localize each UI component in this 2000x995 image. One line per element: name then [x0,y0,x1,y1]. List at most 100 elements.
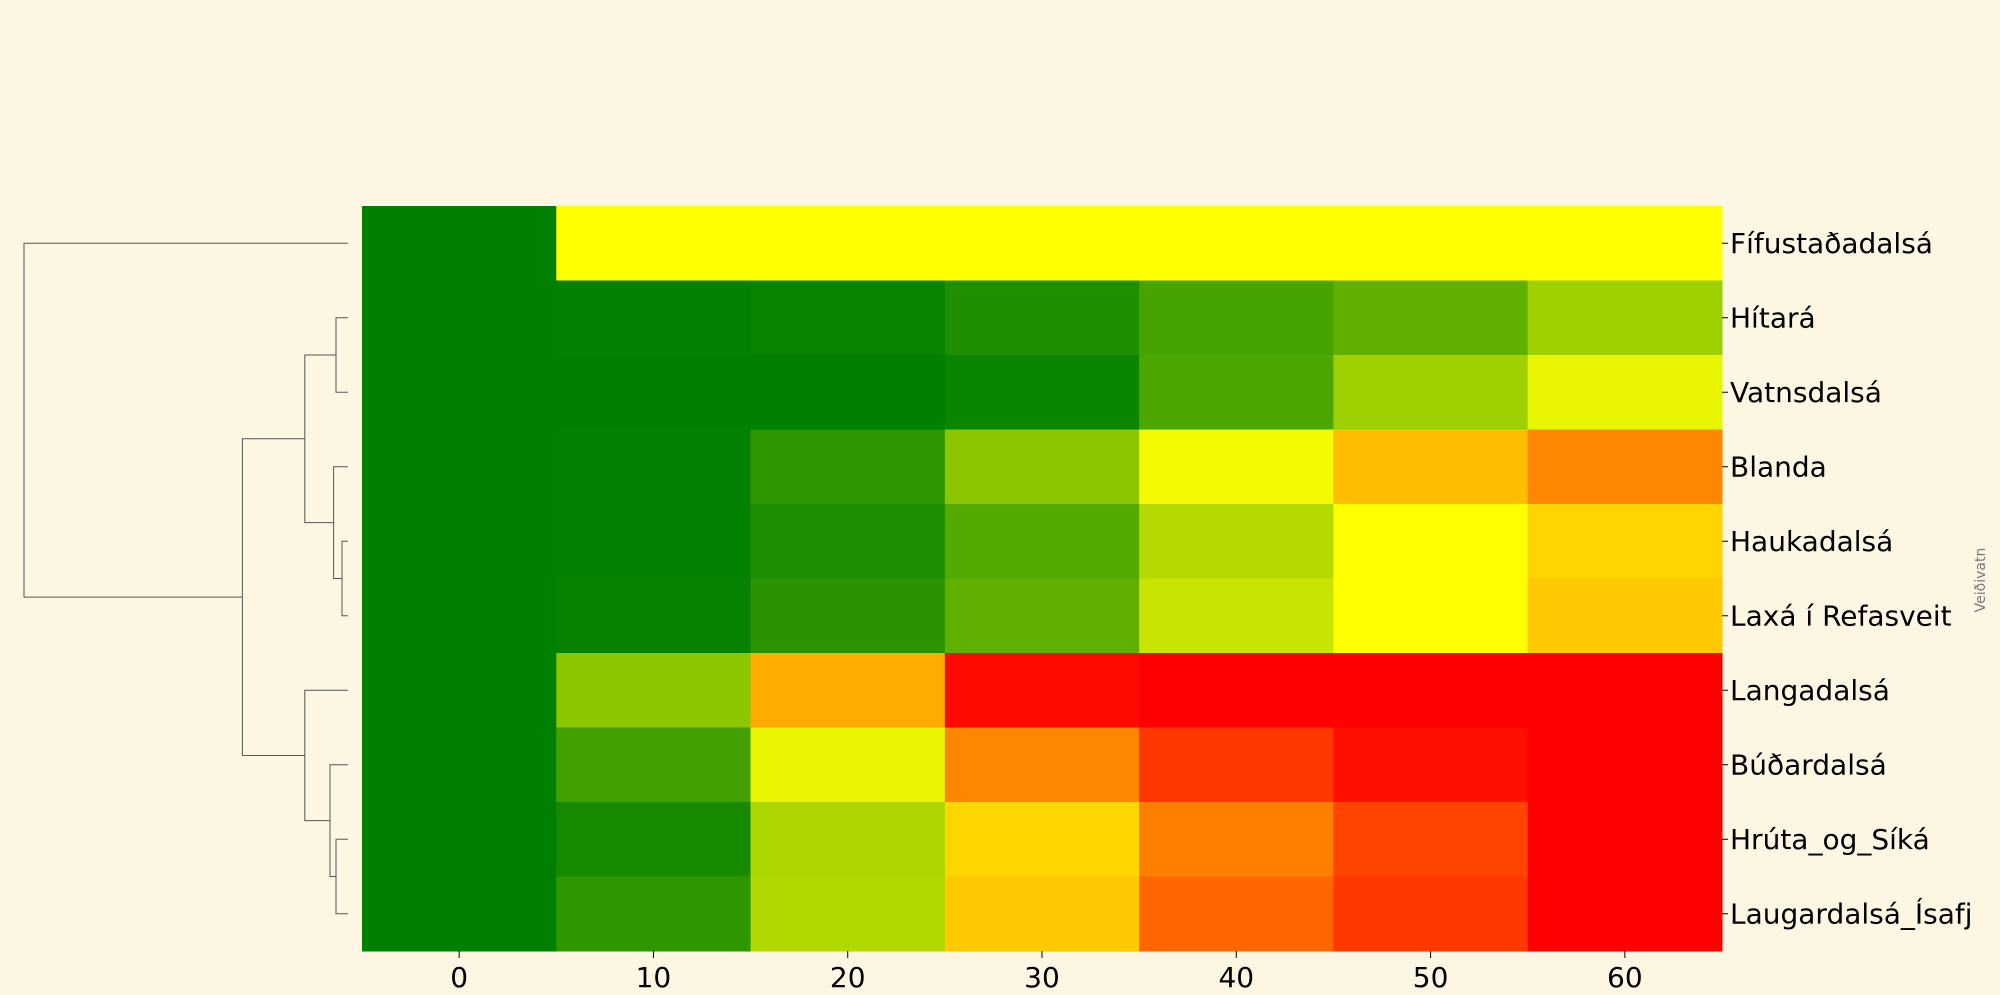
heatmap-cell [1333,578,1529,654]
heatmap-cell [556,727,752,803]
heatmap-cell [1333,727,1529,803]
row-label: Búðardalsá [1730,748,1887,781]
row-label: Haukadalsá [1730,525,1893,558]
heatmap-cell [1333,653,1529,728]
heatmap-cell [1527,876,1723,952]
row-label: Hítará [1730,301,1816,334]
row-label: Hrúta_og_Síká [1730,823,1930,856]
heatmap-cell [1333,504,1529,579]
heatmap-cell [556,429,752,505]
heatmap-cell [944,206,1140,281]
heatmap-cell [556,578,752,654]
heatmap-cell [362,653,557,728]
heatmap-cell [750,280,946,356]
row-dendrogram [23,242,348,915]
heatmap-cell [750,578,946,654]
x-tick-label: 60 [1607,961,1643,994]
heatmap-cell [1527,802,1723,877]
heatmap-cell [944,578,1140,654]
heatmap-cell [944,876,1140,952]
dendrogram-link [341,540,348,617]
heatmap-cell [1333,802,1529,877]
x-tick-label: 0 [450,961,468,994]
heatmap-cell [362,876,557,952]
heatmap-cell [1527,206,1723,281]
heatmap-cell [1333,206,1529,281]
heatmap-cell [1139,504,1334,579]
row-label: Blanda [1730,450,1827,483]
x-tick-label: 10 [636,961,672,994]
row-label: Langadalsá [1730,674,1890,707]
heatmap-cell [944,429,1140,505]
heatmap-cell [1527,578,1723,654]
dendrogram-link [335,317,348,393]
heatmap-cell [750,653,946,728]
heatmap-cell [556,206,752,281]
heatmap-cell [556,802,752,877]
heatmap-cell [556,876,752,952]
dendrogram-link [329,764,348,877]
heatmap-cell [1139,429,1334,505]
heatmap-cell [1139,727,1334,803]
heatmap-cell [1527,504,1723,579]
heatmap-cell [1139,355,1334,430]
dendrogram-link [304,689,348,822]
heatmap-cell [556,653,752,728]
row-label: Laxá í Refasveit [1730,599,1952,632]
x-tick-label: 50 [1413,961,1449,994]
heatmap-cell [1139,876,1334,952]
heatmap-cell [750,355,946,430]
row-label: Fífustaðadalsá [1730,227,1933,260]
heatmap-cell [362,802,557,877]
side-label: Veiðivatn [1973,548,1989,613]
x-tick-label: 30 [1024,961,1060,994]
heatmap-cell [1333,355,1529,430]
heatmap-cell [1333,280,1529,356]
x-axis: 0 10 20 30 40 50 60 [450,951,1643,994]
heatmap-cell [944,355,1140,430]
heatmap-cell [362,280,557,356]
heatmap-cell [1139,578,1334,654]
dendrogram-link [333,466,348,579]
heatmap-cell [1139,206,1334,281]
heatmap-cell [1527,355,1723,430]
x-tick-label: 20 [830,961,866,994]
heatmap-cell [556,355,752,430]
x-tick-label: 40 [1218,961,1254,994]
dendrogram-link [335,838,348,915]
heatmap-cell [362,355,557,430]
heatmap-cell [362,206,557,281]
heatmap-cell [556,504,752,579]
heatmap-cell [944,802,1140,877]
heatmap-cell [1527,280,1723,356]
heatmap-cell [362,504,557,579]
heatmap-cells [362,206,1723,952]
dendrogram-link [23,242,348,598]
row-label: Laugardalsá_Ísafj [1730,896,1973,930]
heatmap-cell [944,727,1140,803]
dendrogram-link [304,354,336,524]
heatmap-cell [944,504,1140,579]
heatmap-cell [1333,429,1529,505]
heatmap-cell [1333,876,1529,952]
heatmap-cell [1139,280,1334,356]
heatmap-cell [750,876,946,952]
row-label: Vatnsdalsá [1730,376,1882,409]
heatmap-cell [944,653,1140,728]
heatmap-cell [1527,653,1723,728]
heatmap-cell [362,578,557,654]
dendrogram-link [241,438,305,756]
heatmap-cell [362,727,557,803]
heatmap-cell [944,280,1140,356]
heatmap-cell [1139,653,1334,728]
heatmap-cell [362,429,557,505]
heatmap-cell [556,280,752,356]
heatmap-cell [750,802,946,877]
heatmap-cell [750,429,946,505]
heatmap-cell [750,504,946,579]
heatmap-cell [750,727,946,803]
row-labels: Fífustaðadalsá Hítará Vatnsdalsá Blanda Hauk… [1722,227,1973,930]
heatmap-cell [1527,727,1723,803]
heatmap-cell [1139,802,1334,877]
